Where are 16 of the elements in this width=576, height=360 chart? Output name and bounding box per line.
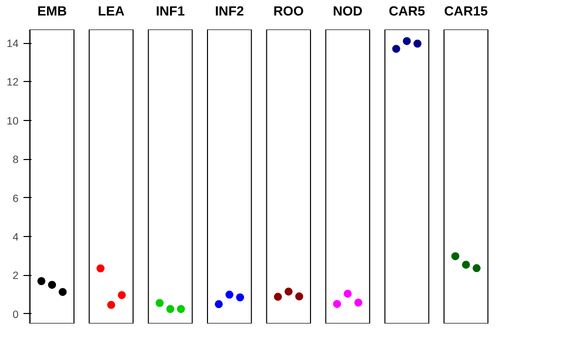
x-tick-label: EMB bbox=[37, 4, 68, 18]
x-tick-label: ROO bbox=[273, 4, 304, 18]
y-tick-label: 12 bbox=[6, 76, 19, 89]
y-tick-label: 4 bbox=[12, 231, 19, 244]
y-tick-label: 10 bbox=[6, 115, 19, 128]
y-tick-label: 6 bbox=[12, 192, 19, 205]
x-tick-label: CAR15 bbox=[444, 4, 488, 18]
x-tick-label: CAR5 bbox=[388, 4, 426, 18]
x-tick-label: INF1 bbox=[156, 4, 186, 18]
y-tick-label: 0 bbox=[12, 308, 19, 321]
x-tick-label: LEA bbox=[98, 4, 125, 18]
y-tick-label: 8 bbox=[12, 154, 19, 166]
x-tick-label: INF2 bbox=[214, 4, 244, 18]
y-tick-label: 2 bbox=[12, 270, 19, 282]
x-tick-label: NOD bbox=[332, 4, 363, 18]
y-tick-label: 14 bbox=[6, 38, 19, 50]
